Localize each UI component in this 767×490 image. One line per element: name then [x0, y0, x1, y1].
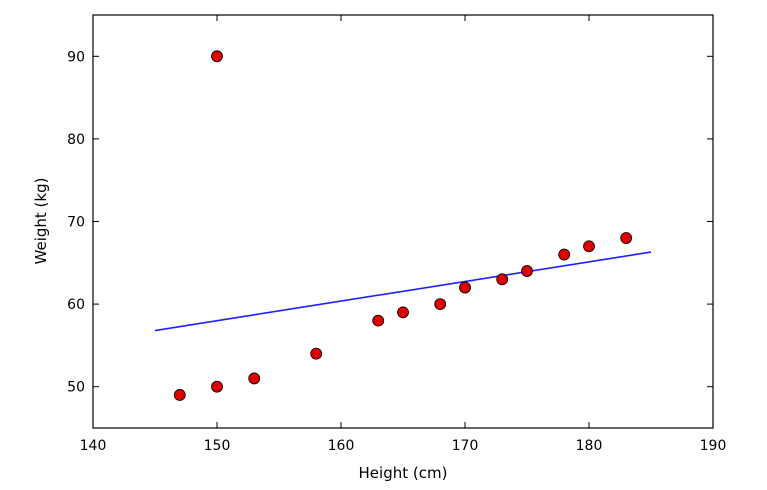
data-point-0: [173, 389, 186, 401]
x-tick-label-1: 150: [204, 438, 231, 454]
y-axis-label: Weight (kg): [32, 178, 50, 265]
data-point-1: [211, 380, 223, 393]
data-point-11: [558, 248, 571, 261]
y-tick-label-0: 50: [67, 380, 85, 396]
y-tick-label-3: 80: [67, 132, 85, 148]
data-point-5: [372, 314, 385, 327]
data-point-3: [248, 372, 261, 385]
y-tick-label-4: 90: [67, 49, 85, 65]
tick-labels: 140 150 160 170 180 190 50 60 70 80 90: [67, 49, 726, 454]
x-tick-label-5: 190: [700, 438, 727, 454]
x-axis-label: Height (cm): [359, 464, 448, 482]
plot-area: [93, 15, 713, 428]
data-point-8: [459, 281, 471, 294]
data-point-9: [496, 273, 509, 286]
y-tick-label-2: 70: [67, 215, 85, 231]
regression-line: [154, 251, 652, 332]
data-point-6: [397, 306, 409, 319]
data-point-7: [434, 298, 447, 311]
data-series: [154, 50, 652, 401]
data-point-10: [521, 265, 533, 277]
data-point-13: [620, 232, 633, 244]
data-point-2: [211, 50, 223, 63]
x-tick-label-0: 140: [80, 438, 107, 454]
x-tick-label-3: 170: [452, 438, 479, 454]
x-tick-label-2: 160: [328, 438, 355, 454]
data-point-12: [583, 240, 595, 253]
data-point-4: [310, 347, 323, 360]
plot-frame: [92, 14, 714, 429]
y-tick-label-1: 60: [67, 297, 85, 313]
x-tick-label-4: 180: [576, 438, 603, 454]
